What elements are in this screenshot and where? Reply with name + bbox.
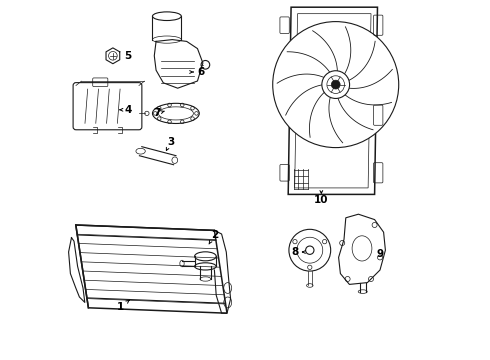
Circle shape (289, 229, 331, 271)
Text: 10: 10 (314, 195, 329, 205)
Text: 7: 7 (153, 108, 161, 118)
Text: 3: 3 (167, 137, 174, 147)
Text: 9: 9 (376, 249, 384, 259)
Circle shape (273, 22, 399, 148)
Text: 6: 6 (197, 67, 205, 77)
Text: 4: 4 (124, 105, 132, 115)
Polygon shape (288, 7, 377, 194)
Circle shape (306, 246, 314, 255)
Circle shape (322, 71, 349, 99)
Text: 2: 2 (211, 230, 218, 240)
Circle shape (331, 80, 340, 89)
Polygon shape (339, 214, 386, 284)
Text: 5: 5 (124, 51, 132, 61)
Text: 8: 8 (291, 247, 298, 257)
Text: 1: 1 (117, 302, 124, 312)
